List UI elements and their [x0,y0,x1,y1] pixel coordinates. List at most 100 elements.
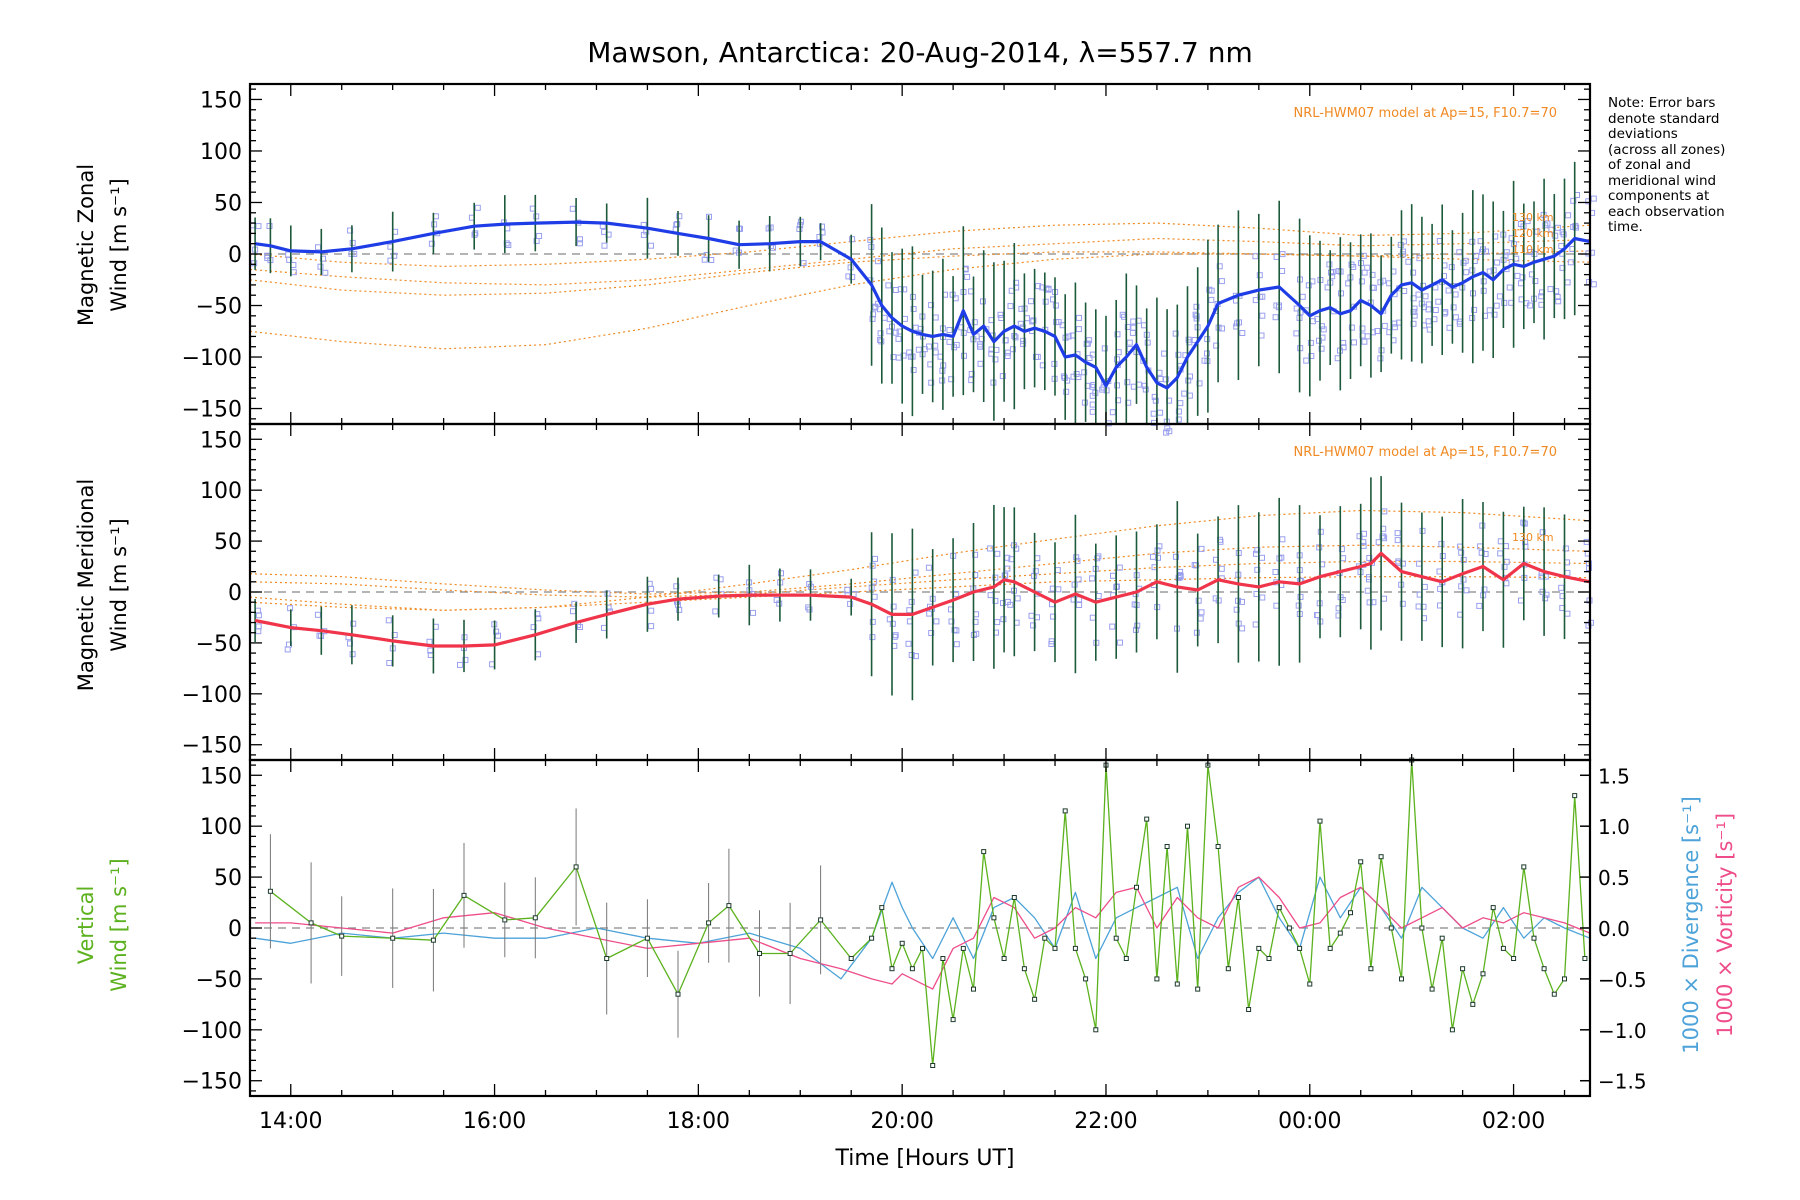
y-tick-label: 100 [200,479,242,504]
y2-tick-label: 0.5 [1598,866,1630,890]
vertical-wind-point [461,892,467,898]
zone-wind-point [1518,280,1524,287]
zone-wind-point [1114,331,1121,338]
vertical-wind-point [1286,925,1292,931]
zone-wind-point [426,638,433,645]
vertical-wind-point [1154,976,1160,982]
zone-wind-point [1185,336,1192,343]
x-tick-label: 22:00 [1074,1109,1137,1134]
zone-wind-point [1401,288,1408,294]
zone-wind-point [1432,307,1439,313]
vertical-wind-point [1551,991,1557,997]
zone-wind-point [1109,409,1116,416]
vertical-wind-point [1419,925,1425,931]
zone-wind-point [1130,318,1137,325]
zone-wind-point [1295,602,1302,609]
zone-wind-point [1334,355,1341,362]
zone-wind-point [285,251,292,258]
zone-wind-point [1086,355,1093,361]
zone-wind-point [1305,282,1312,289]
zone-wind-point [1060,373,1067,380]
zone-wind-point [1101,345,1108,352]
x-axis-label: Time [Hours UT] [835,1146,1015,1171]
zone-wind-point [1351,339,1357,346]
zone-wind-point [1181,390,1188,397]
zone-wind-point [1328,269,1334,276]
zone-wind-point [493,628,500,635]
zone-wind-point [1172,330,1179,337]
zone-wind-point [1554,224,1561,231]
zone-wind-point [1486,268,1493,275]
model-curve-meridional [249,544,1591,595]
zone-wind-point [1564,610,1571,617]
model-height-zonal-110: 110 km [1512,243,1554,256]
zone-wind-point [1126,339,1133,346]
zone-wind-point [1532,278,1539,284]
zone-wind-point [1152,397,1159,404]
vertical-wind-point [1378,854,1384,860]
vertical-wind-point [1174,981,1180,987]
vertical-wind-point [390,935,396,941]
zone-wind-point [933,618,940,625]
zone-wind-point [1399,600,1406,607]
model-curve-zonal [249,250,1591,350]
vertical-wind-point [889,966,895,972]
y-tick-label: 50 [214,191,242,216]
zone-wind-point [251,260,258,267]
x-tick-label: 02:00 [1482,1109,1545,1134]
y-tick-label: 50 [214,530,242,555]
vertical-wind-point [1460,966,1466,972]
vorticity-line [255,876,1591,990]
zone-wind-point [1445,287,1452,294]
vertical-wind-point [1042,935,1048,941]
zone-wind-point [1463,269,1470,276]
vertical-wind-point [1062,808,1068,814]
zone-wind-point [462,656,469,663]
y2-tick-label: −0.5 [1598,968,1647,992]
zone-wind-point [428,240,435,247]
vertical-wind-point [1093,1027,1099,1033]
vertical-wind-point [1001,956,1007,961]
zone-wind-point [732,247,739,254]
zone-wind-point [1028,298,1034,305]
zone-wind-point [1259,293,1266,300]
y-tick-label: 150 [200,764,242,789]
zone-wind-point [1279,536,1286,543]
zone-wind-point [648,585,655,592]
zone-wind-point [1366,599,1373,606]
zone-wind-point [1436,568,1443,575]
vertical-wind-point [1521,864,1527,870]
vertical-wind-point [1164,844,1170,849]
zone-wind-point [1161,350,1168,357]
zone-wind-point [1239,330,1246,336]
zone-wind-point [536,233,543,239]
zone-wind-point [1193,303,1200,310]
y-tick-label: 0 [228,581,242,606]
y-tick-label: −50 [196,295,242,320]
zone-wind-point [926,343,932,350]
zone-wind-point [255,628,262,635]
zone-wind-point [1156,369,1163,376]
y-label-meridional-2: Wind [m s⁻¹] [107,518,131,651]
zone-wind-point [1197,615,1204,622]
y-label-vertical-1: Vertical [74,886,98,965]
y2-tick-label: 1.0 [1598,815,1630,839]
zone-wind-point [1503,249,1510,256]
zone-wind-point [1124,324,1131,330]
zone-wind-point [867,236,874,243]
zone-wind-point [1252,621,1259,628]
zone-wind-point [1450,304,1457,311]
zone-wind-point [1369,284,1376,291]
zone-wind-point [1391,324,1398,331]
zone-wind-point [1173,553,1179,560]
y2-tick-label: 0.0 [1598,917,1630,941]
zone-wind-point [1381,595,1387,602]
zone-wind-point [1048,641,1055,647]
vertical-wind-point [267,888,273,894]
y-label-zonal-2: Wind [m s⁻¹] [107,178,131,311]
vertical-wind-point [502,917,508,923]
zone-wind-point [1279,251,1286,258]
zone-wind-point [349,239,356,246]
vertical-wind-point [1307,981,1313,987]
zone-wind-point [915,346,922,353]
